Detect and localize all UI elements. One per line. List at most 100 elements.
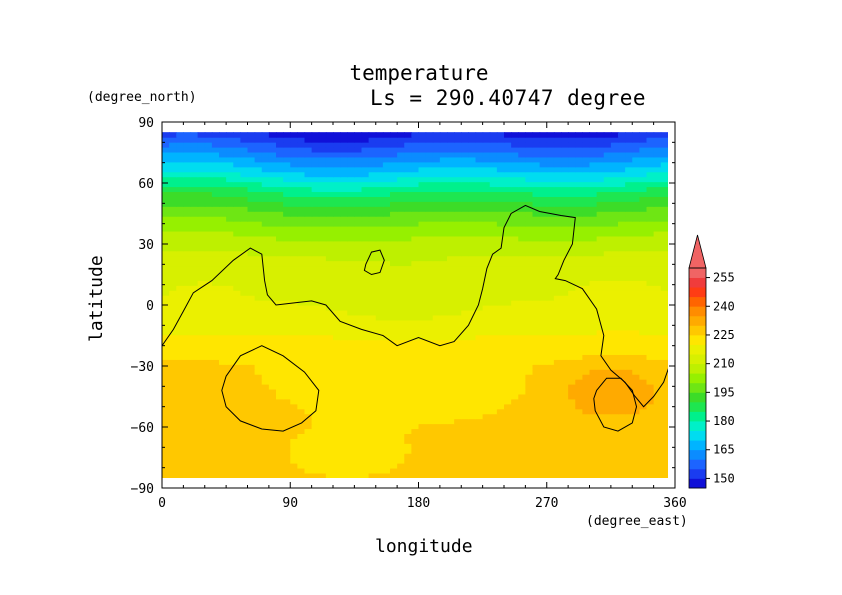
field-cell xyxy=(660,467,668,474)
field-cell xyxy=(468,280,477,286)
field-cell xyxy=(518,285,526,291)
field-cell xyxy=(390,211,398,217)
field-cell xyxy=(646,374,655,380)
field-cell xyxy=(561,146,569,153)
field-cell xyxy=(261,309,270,316)
field-cell xyxy=(625,463,633,469)
field-cell xyxy=(482,314,491,321)
field-cell xyxy=(304,448,313,454)
field-cell xyxy=(447,433,455,439)
field-cell xyxy=(290,171,298,178)
field-cell xyxy=(397,221,405,227)
field-cell xyxy=(568,369,576,375)
field-cell xyxy=(183,428,192,434)
field-cell xyxy=(653,295,662,301)
field-cell xyxy=(226,280,234,286)
field-cell xyxy=(226,235,234,242)
field-cell xyxy=(354,186,363,193)
field-cell xyxy=(254,398,263,405)
field-cell xyxy=(169,151,177,158)
field-cell xyxy=(504,255,512,262)
field-cell xyxy=(525,413,534,420)
field-cell xyxy=(589,428,598,434)
field-cell xyxy=(582,374,591,380)
field-cell xyxy=(518,344,526,351)
field-cell xyxy=(375,448,384,454)
field-cell xyxy=(439,211,448,217)
field-cell xyxy=(183,255,192,262)
field-cell xyxy=(546,393,555,400)
field-cell xyxy=(411,250,420,257)
field-cell xyxy=(204,161,213,168)
field-cell xyxy=(325,132,334,138)
field-cell xyxy=(504,398,512,405)
field-cell xyxy=(197,245,206,252)
field-cell xyxy=(525,374,534,380)
field-cell xyxy=(532,339,541,346)
field-cell xyxy=(233,438,241,444)
field-cell xyxy=(254,255,263,262)
field-cell xyxy=(625,398,633,405)
field-cell xyxy=(397,448,405,454)
field-cell xyxy=(447,300,455,306)
field-cell xyxy=(432,428,441,434)
field-cell xyxy=(496,349,505,355)
field-cell xyxy=(575,305,583,311)
field-cell xyxy=(454,156,462,163)
field-cell xyxy=(233,413,241,420)
field-cell xyxy=(254,374,263,380)
field-cell xyxy=(632,463,640,469)
field-cell xyxy=(397,379,405,385)
field-cell xyxy=(639,290,648,296)
field-cell xyxy=(283,305,291,311)
field-cell xyxy=(240,369,249,375)
field-cell xyxy=(482,324,491,331)
field-cell xyxy=(162,235,170,242)
field-cell xyxy=(290,240,298,247)
field-cell xyxy=(233,309,241,316)
field-cell xyxy=(475,305,484,311)
field-cell xyxy=(390,255,398,262)
field-cell xyxy=(311,285,320,291)
field-cell xyxy=(254,379,263,385)
field-cell xyxy=(667,201,668,207)
field-cell xyxy=(482,191,491,197)
field-cell xyxy=(283,379,291,385)
field-cell xyxy=(582,393,591,400)
field-cell xyxy=(354,260,363,267)
field-cell xyxy=(539,275,548,281)
field-cell xyxy=(283,463,291,469)
field-cell xyxy=(425,359,434,365)
field-cell xyxy=(539,161,548,168)
field-cell xyxy=(568,453,576,459)
field-cell xyxy=(354,398,363,405)
field-cell xyxy=(596,250,605,257)
field-cell xyxy=(304,354,313,360)
field-cell xyxy=(254,403,263,410)
field-cell xyxy=(425,201,434,207)
field-cell xyxy=(240,334,249,341)
field-cell xyxy=(468,255,477,262)
field-cell xyxy=(511,265,519,272)
field-cell xyxy=(553,181,562,188)
field-cell xyxy=(297,428,306,434)
field-cell xyxy=(418,211,427,217)
field-cell xyxy=(276,329,284,336)
field-cell xyxy=(297,151,306,158)
field-cell xyxy=(283,324,291,331)
field-cell xyxy=(632,196,640,202)
field-cell xyxy=(390,319,398,326)
field-cell xyxy=(404,393,412,400)
field-cell xyxy=(368,324,377,331)
field-cell xyxy=(311,161,320,168)
field-cell xyxy=(553,423,562,430)
field-cell xyxy=(368,438,377,444)
field-cell xyxy=(219,171,227,178)
field-cell xyxy=(632,349,640,355)
field-cell xyxy=(183,235,192,242)
field-cell xyxy=(318,408,327,415)
field-cell xyxy=(646,423,655,430)
field-cell xyxy=(568,359,576,365)
field-cell xyxy=(511,463,519,469)
field-cell xyxy=(368,398,377,405)
